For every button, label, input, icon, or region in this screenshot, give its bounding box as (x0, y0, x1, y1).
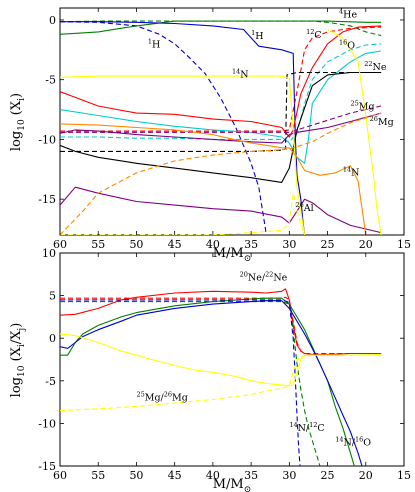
top-series-line-12 (60, 186, 382, 234)
annotation-n_o_ratio: 14N/16O (335, 436, 371, 449)
top-x-tick-label: 20 (359, 238, 373, 251)
bottom-x-tick-label: 35 (244, 469, 258, 482)
top-x-tick-label: 30 (282, 238, 296, 251)
annotation-h1b: 1H (251, 29, 263, 42)
annotation-o16: 16O (339, 39, 355, 52)
top-x-tick-label: 40 (206, 238, 220, 251)
bottom-y-tick-label: 0 (49, 332, 56, 345)
annotation-n_c_ratio: 14N/12C (289, 421, 324, 434)
top-series-line-14 (60, 192, 306, 235)
top-series-line-8 (60, 71, 382, 183)
annotation-mg25: 25Mg (350, 100, 374, 113)
annotation-n14a: 14N (232, 67, 249, 80)
bottom-series-line-5 (60, 299, 301, 466)
top-series-line-10 (60, 112, 382, 144)
top-x-tick-label: 45 (168, 238, 182, 251)
top-series-line-17 (60, 112, 382, 235)
annotation-he4: 4He (339, 8, 357, 21)
bottom-series-line-2 (60, 297, 355, 466)
top-x-tick-label: 25 (321, 238, 335, 251)
top-series-line-1 (60, 20, 382, 37)
annotation-mg_ratio: 25Mg/26Mg (136, 390, 187, 403)
top-y-axis-label: log10 (Xi) (9, 93, 27, 151)
bottom-series-line-1 (60, 296, 382, 355)
bottom-series-line-0 (60, 288, 382, 355)
bottom-x-tick-label: 20 (359, 469, 373, 482)
top-series-line-11 (60, 105, 382, 133)
bottom-x-tick-label: 40 (206, 469, 220, 482)
annotation-ne22: 22Ne (364, 60, 387, 73)
top-y-tick-label: 0 (49, 14, 56, 27)
annotation-h1a: 1H (148, 37, 160, 50)
top-series-line-7 (60, 43, 382, 143)
annotation-n14b: 14N (343, 165, 360, 178)
bottom-y-tick-label: 10 (42, 247, 56, 260)
top-x-tick-label: 55 (91, 238, 105, 251)
top-series-line-13 (60, 75, 306, 235)
bottom-y-tick-label: 5 (49, 290, 56, 303)
top-x-tick-label: 15 (397, 238, 411, 251)
annotation-mg26: 26Mg (370, 115, 394, 128)
bottom-series-line-7 (60, 354, 382, 412)
top-series-line-2 (60, 21, 306, 235)
annotation-al26: 26Al (295, 201, 313, 214)
bottom-series-line-6 (60, 333, 382, 387)
bottom-x-tick-label: 25 (321, 469, 335, 482)
top-series-line-4 (60, 25, 382, 138)
top-series-line-6 (60, 50, 382, 164)
top-series-line-15 (327, 29, 382, 235)
top-series-line-9 (60, 71, 382, 152)
annotation-c12: 12C (306, 28, 322, 41)
bottom-x-tick-label: 50 (129, 469, 143, 482)
abundance-panel: 60 55 50 45 40 35 30 25 20 15 0 -5 -10 -15 4He 1H 1H 12C… (9, 7, 411, 264)
top-x-tick-label: 50 (129, 238, 143, 251)
bottom-x-tick-label: 45 (168, 469, 182, 482)
annotation-ne_ratio: 20Ne/22Ne (240, 270, 288, 283)
bottom-y-axis-label: log10 (Xi/Xj) (9, 323, 27, 398)
bottom-x-axis-label: M/M⊙ (213, 477, 252, 492)
bottom-series-line-4 (60, 300, 363, 466)
bottom-x-tick-label: 55 (91, 469, 105, 482)
bottom-x-tick-label: 15 (397, 469, 411, 482)
bottom-y-tick-label: -5 (45, 375, 56, 388)
top-series-line-5 (60, 26, 382, 132)
bottom-x-tick-label: 30 (282, 469, 296, 482)
bottom-y-tick-label: -15 (38, 460, 56, 473)
bottom-x-tick-label: 60 (53, 469, 67, 482)
top-x-tick-label: 35 (244, 238, 258, 251)
top-y-tick-label: -10 (38, 133, 56, 146)
top-y-tick-label: -15 (38, 193, 56, 206)
bottom-y-tick-label: -10 (38, 417, 56, 430)
top-series-line-16 (60, 123, 367, 235)
bottom-series-line-3 (60, 301, 321, 466)
top-y-tick-label: -5 (45, 74, 56, 87)
top-x-tick-label: 60 (53, 238, 67, 251)
top-series-line-3 (60, 21, 267, 235)
